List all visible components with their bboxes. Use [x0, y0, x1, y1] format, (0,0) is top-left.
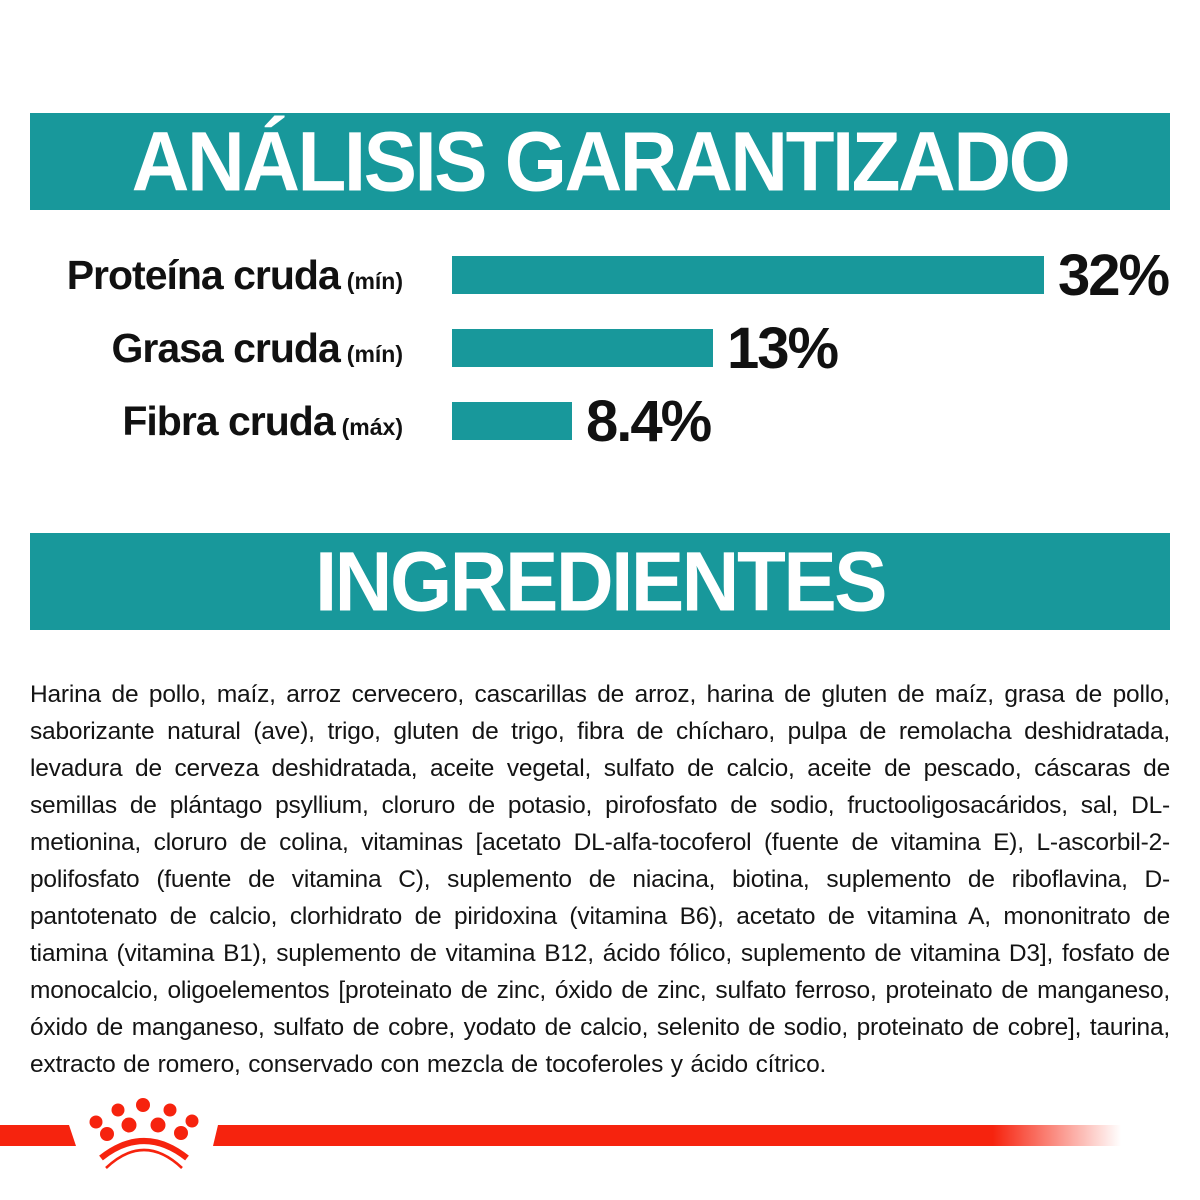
bar-category: Proteína cruda [66, 251, 341, 298]
analysis-banner: ANÁLISIS GARANTIZADO [30, 113, 1170, 210]
bar-label: Grasa cruda (mín) [30, 325, 403, 372]
ingredients-banner-title: INGREDIENTES [314, 534, 888, 628]
chart-row: Fibra cruda (máx) 8.4% [30, 389, 1170, 454]
brand-band [0, 1098, 1200, 1169]
bar-label: Fibra cruda (máx) [30, 398, 403, 445]
bar [452, 256, 1044, 294]
royal-canin-crown-icon [89, 1098, 199, 1169]
stripe-right [213, 1125, 1200, 1146]
bar-value: 8.4% [586, 388, 712, 454]
ingredients-banner: INGREDIENTES [30, 533, 1170, 630]
bar-category: Grasa cruda [111, 324, 340, 371]
bar [452, 329, 713, 367]
bar-qualifier: (mín) [346, 340, 403, 367]
chart-row: Grasa cruda (mín) 13% [30, 316, 1170, 381]
bar-qualifier: (mín) [346, 267, 403, 294]
chart-rows: Proteína cruda (mín) 32% Grasa cruda (mín) 13… [30, 243, 1170, 454]
stripe-left [0, 1125, 76, 1146]
bar-qualifier: (máx) [341, 413, 403, 440]
bar-label: Proteína cruda (mín) [30, 252, 403, 299]
bar-value: 13% [727, 315, 839, 381]
bar [452, 402, 572, 440]
bar-value: 32% [1058, 242, 1170, 308]
bar-category: Fibra cruda [122, 397, 335, 444]
ingredients-paragraph: Harina de pollo, maíz, arroz cervecero, … [30, 680, 1170, 1078]
analysis-banner-title: ANÁLISIS GARANTIZADO [131, 114, 1071, 208]
chart-row: Proteína cruda (mín) 32% [30, 243, 1170, 308]
